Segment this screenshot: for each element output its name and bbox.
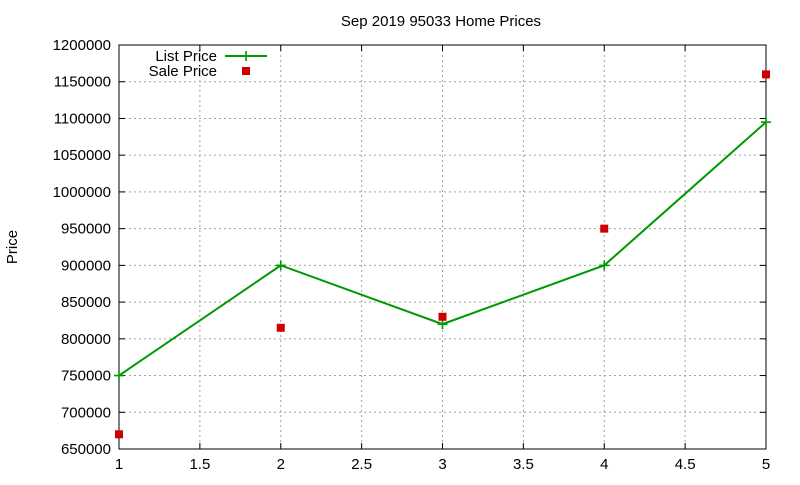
sale-price-point bbox=[276, 323, 285, 332]
y-tick-label: 950000 bbox=[61, 221, 111, 238]
data-series bbox=[114, 70, 771, 439]
y-axis-label: Price bbox=[4, 230, 21, 264]
sale-price-point bbox=[438, 312, 447, 321]
grid-lines bbox=[119, 45, 766, 449]
legend-entry: List Price bbox=[155, 48, 267, 65]
y-tick-label: 1050000 bbox=[53, 147, 111, 164]
x-tick-label: 2 bbox=[277, 456, 285, 473]
y-tick-label: 1200000 bbox=[53, 37, 111, 54]
y-tick-label: 700000 bbox=[61, 404, 111, 421]
list-price-point bbox=[599, 260, 610, 271]
x-tick-label: 5 bbox=[762, 456, 770, 473]
y-tick-label: 800000 bbox=[61, 331, 111, 348]
list-price-point bbox=[114, 370, 124, 381]
x-tick-label: 3.5 bbox=[513, 456, 534, 473]
x-tick-label: 1.5 bbox=[189, 456, 210, 473]
list-price-point bbox=[437, 319, 448, 330]
y-tick-label: 900000 bbox=[61, 257, 111, 274]
y-tick-label: 650000 bbox=[61, 441, 111, 458]
y-tick-label: 1150000 bbox=[54, 74, 111, 91]
x-tick-label: 3 bbox=[438, 456, 446, 473]
legend-label: Sale Price bbox=[149, 63, 217, 80]
y-tick-label: 1000000 bbox=[53, 184, 111, 201]
series-sale-price bbox=[115, 70, 770, 439]
x-tick-label: 4 bbox=[600, 456, 608, 473]
series-list-price bbox=[114, 117, 771, 381]
sale-price-point bbox=[115, 430, 123, 439]
sale-price-point bbox=[762, 70, 770, 79]
y-tick-label: 850000 bbox=[61, 294, 111, 311]
y-tick-label: 750000 bbox=[61, 368, 111, 385]
list-price-point bbox=[275, 260, 286, 271]
sale-price-point bbox=[600, 224, 609, 233]
x-tick-label: 2.5 bbox=[351, 456, 372, 473]
legend-label: List Price bbox=[155, 48, 217, 65]
chart-title: Sep 2019 95033 Home Prices bbox=[341, 13, 541, 30]
legend-entry: Sale Price bbox=[149, 63, 250, 80]
x-tick-label: 4.5 bbox=[675, 456, 696, 473]
y-tick-label: 1100000 bbox=[54, 110, 111, 127]
x-tick-label: 1 bbox=[115, 456, 123, 473]
list-price-point bbox=[761, 117, 771, 128]
legend-plus-marker bbox=[241, 51, 251, 61]
legend-square-marker bbox=[242, 67, 250, 75]
axis-ticks: 650000 700000 750000 800000 850000 900000 9500… bbox=[53, 37, 771, 473]
